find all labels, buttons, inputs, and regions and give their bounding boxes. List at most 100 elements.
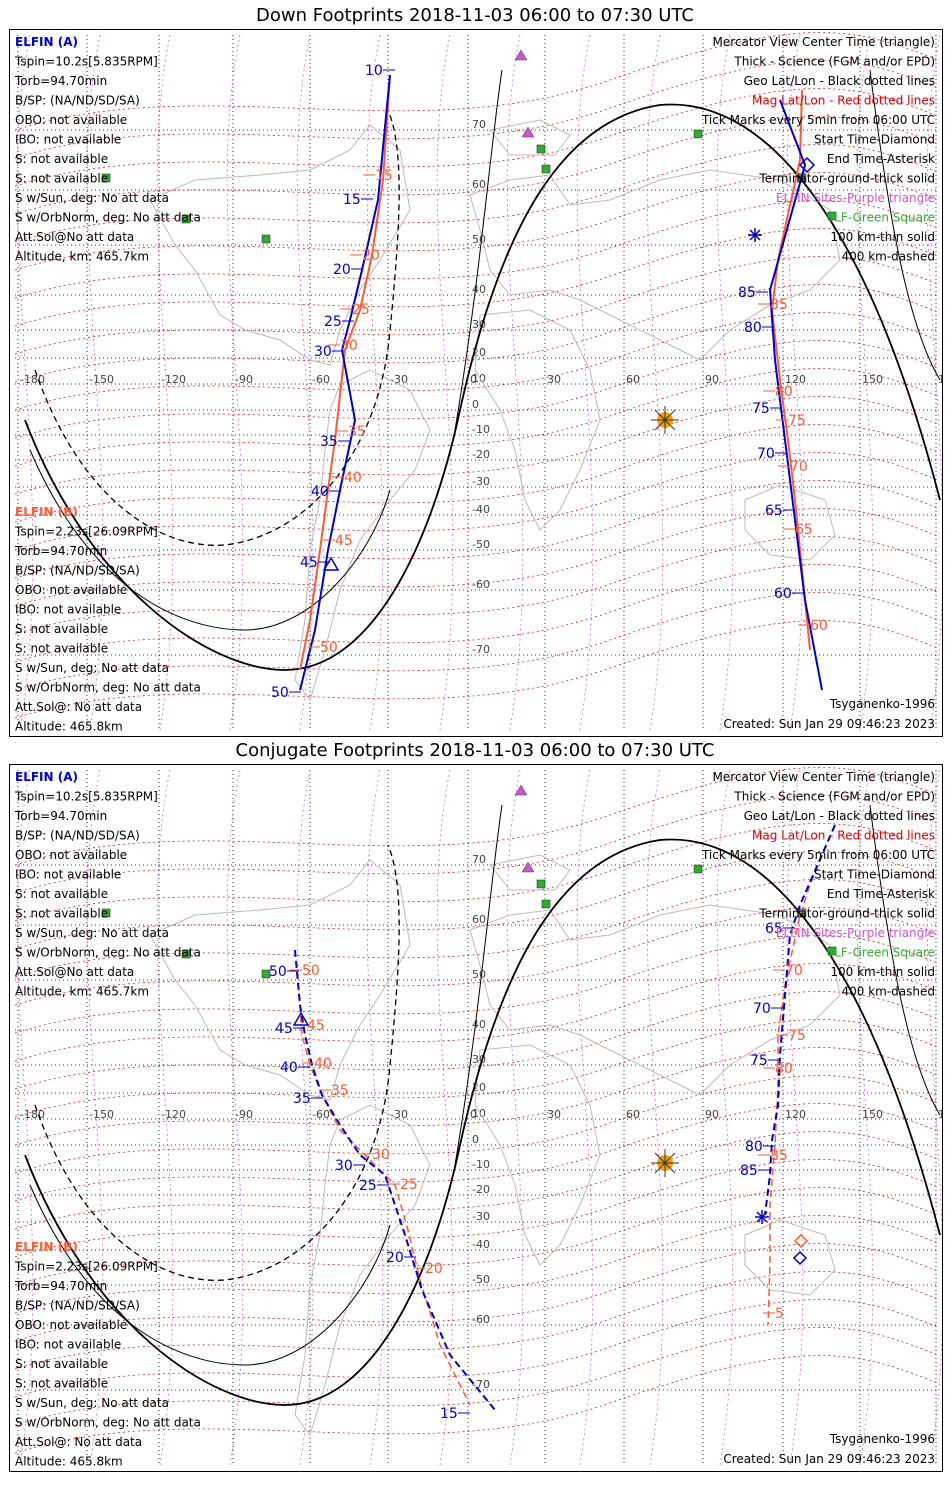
- mag-parallel: [14, 935, 939, 1034]
- elfin-a-time-label: 10: [365, 63, 383, 79]
- mag-parallel: [14, 963, 939, 1062]
- elfin-a-time-label: 40: [280, 1060, 298, 1076]
- elfin-b-time-label: 35: [348, 424, 366, 440]
- elfin-b-time-label: 85: [770, 297, 788, 313]
- elfin-a-info-line: Att.Sol@No att data: [15, 230, 134, 244]
- elfin-b-time-label: 50: [302, 963, 320, 979]
- top-map-panel: -180-150-120-90-60-300306090120150180706…: [9, 29, 943, 737]
- elfin-a-time-label: 40: [311, 484, 329, 500]
- lon-tick-label: -90: [235, 1108, 253, 1121]
- elfin-a-time-label: 75: [752, 401, 770, 417]
- end-asterisk-icon: [755, 1210, 769, 1224]
- lat-tick-label: -20: [472, 1183, 490, 1196]
- top-title: Down Footprints 2018-11-03 06:00 to 07:3…: [256, 5, 694, 26]
- legend-line: Mercator View Center Time (triangle): [713, 35, 935, 49]
- mag-parallel: [14, 1215, 939, 1314]
- lon-tick-label: -120: [161, 1108, 186, 1121]
- center-triangle-icon: [292, 1011, 310, 1026]
- mag-parallel: [14, 424, 939, 523]
- mag-parallel: [14, 1355, 939, 1454]
- legend-line: Mercator View Center Time (triangle): [713, 770, 935, 784]
- legend-line: 400 km-dashed: [841, 250, 935, 264]
- lon-tick-label: 90: [705, 373, 719, 386]
- elfin-b-time-label: 60: [810, 618, 828, 634]
- legend-line: 100 km-thin solid: [830, 965, 935, 979]
- lon-tick-label: 90: [705, 1108, 719, 1121]
- elfin-site-triangle-icon: [514, 49, 528, 61]
- elfin-a-time-label: 50: [271, 685, 289, 701]
- elfin-a-info-line: Tspin=10.2s[5.835RPM]: [14, 790, 158, 804]
- mag-parallel: [14, 200, 939, 299]
- mag-grid: [14, 32, 942, 731]
- vlf-square-icon: [693, 129, 703, 139]
- legend-line: 400 km-dashed: [841, 985, 935, 999]
- mag-parallel: [14, 144, 939, 243]
- legend-line: Geo Lat/Lon - Black dotted lines: [744, 74, 935, 88]
- mag-parallel: [14, 823, 939, 922]
- elfin-b-time-label: 30: [372, 1147, 390, 1163]
- legend-line: Thick - Science (FGM and/or EPD): [733, 790, 935, 804]
- mag-parallel: [14, 1299, 939, 1398]
- lon-tick-label: -60: [312, 373, 330, 386]
- lon-tick-label: 60: [626, 373, 640, 386]
- elfin-a-info-line: OBO: not available: [15, 848, 127, 862]
- vlf-square-icon: [536, 879, 546, 889]
- legend-line: Terminator-ground-thick solid: [758, 907, 935, 921]
- elfin-a-time-labels: 10 15 20 25 30 35 40 45 50 85 80 75 70 65 60: [271, 63, 804, 701]
- elfin-a-time-label: 20: [386, 1250, 404, 1266]
- elfin-b-time-label: 50: [320, 640, 338, 656]
- elfin-b-info: ELFIN (B) Tspin=2.23s[26.09RPM] Torb=94.70…: [14, 1240, 201, 1469]
- lat-tick-label: -30: [472, 1210, 490, 1223]
- lat-tick-label: -60: [472, 578, 490, 591]
- mag-parallel: [14, 592, 939, 691]
- elfin-b-info-line: ELFIN (B): [15, 505, 78, 519]
- elfin-a-time-label: 85: [738, 285, 756, 301]
- elfin-b-time-label: 40: [344, 470, 362, 486]
- elfin-a-info-line: S w/OrbNorm, deg: No att data: [15, 211, 201, 225]
- mag-parallel: [14, 368, 939, 467]
- lat-tick-label: 70: [472, 853, 486, 866]
- elfin-a-info-line: S: not available: [15, 887, 108, 901]
- legend-line: Mag Lat/Lon - Red dotted lines: [752, 94, 935, 108]
- elfin-a-time-label: 70: [753, 1001, 771, 1017]
- elfin-a-info-line: B/SP: (NA/ND/SD/SA): [15, 829, 140, 843]
- lat-tick-label: -20: [472, 448, 490, 461]
- elfin-a-info-line: S w/Sun, deg: No att data: [15, 926, 169, 940]
- created-label: Created: Sun Jan 29 09:46:23 2023: [723, 1452, 935, 1466]
- mag-meridian: [506, 769, 524, 1466]
- elfin-b-info-line: Tspin=2.23s[26.09RPM]: [14, 1260, 158, 1274]
- lat-tick-label: 40: [472, 283, 486, 296]
- legend-line: 100 km-thin solid: [830, 230, 935, 244]
- lat-tick-label: -10: [472, 423, 490, 436]
- lat-tick-label: -50: [472, 1273, 490, 1286]
- site-markers: [101, 49, 837, 244]
- mag-meridian: [296, 769, 314, 1466]
- mag-meridian: [436, 34, 454, 731]
- lon-tick-label: 120: [785, 373, 806, 386]
- lat-tick-label: -70: [472, 1378, 490, 1391]
- elfin-b-info-line: Torb=94.70min: [14, 544, 107, 558]
- mag-parallel: [14, 228, 939, 327]
- mag-grid: [14, 767, 942, 1466]
- lon-tick-label: 60: [626, 1108, 640, 1121]
- legend-line: End Time-Asterisk: [827, 152, 935, 166]
- legend-line: Tick Marks every 5min from 06:00 UTC: [701, 848, 935, 862]
- lon-tick-label: 0: [470, 1108, 477, 1121]
- mag-parallel: [14, 1131, 939, 1230]
- elfin-a-time-label: 15: [343, 192, 361, 208]
- elfin-b-time-label: 45: [307, 1018, 325, 1034]
- elfin-a-time-label: 80: [745, 1139, 763, 1155]
- elfin-a-info-line: Torb=94.70min: [14, 74, 107, 88]
- lat-tick-label: -10: [472, 1158, 490, 1171]
- legend-line: VLF-Green Square: [826, 211, 935, 225]
- mag-parallel: [14, 1243, 939, 1342]
- lat-tick-label: 60: [472, 178, 486, 191]
- elfin-a-info-line: Tspin=10.2s[5.835RPM]: [14, 55, 158, 69]
- mag-parallel: [14, 452, 939, 551]
- mag-parallel: [14, 879, 939, 978]
- mag-parallel: [14, 564, 939, 663]
- lon-tick-label: 0: [470, 373, 477, 386]
- elfin-site-triangle-icon: [521, 126, 535, 138]
- vlf-square-icon: [541, 164, 551, 174]
- elfin-a-time-label: 15: [440, 1406, 458, 1422]
